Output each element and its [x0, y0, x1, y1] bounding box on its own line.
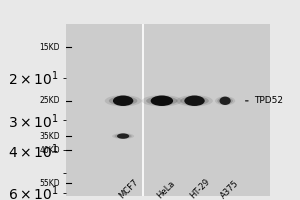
Text: 25KD: 25KD — [39, 96, 60, 105]
Ellipse shape — [176, 95, 213, 106]
Ellipse shape — [115, 134, 132, 138]
Ellipse shape — [184, 96, 205, 106]
Ellipse shape — [109, 96, 137, 105]
Ellipse shape — [220, 97, 231, 105]
Text: 15KD: 15KD — [39, 43, 60, 52]
Ellipse shape — [146, 96, 178, 105]
Ellipse shape — [112, 133, 134, 139]
Ellipse shape — [217, 97, 233, 104]
Ellipse shape — [180, 96, 209, 105]
Ellipse shape — [117, 133, 129, 139]
Ellipse shape — [215, 96, 235, 105]
Text: 35KD: 35KD — [39, 132, 60, 141]
Text: HeLa: HeLa — [155, 179, 177, 200]
Text: A375: A375 — [219, 179, 241, 200]
Ellipse shape — [142, 95, 182, 106]
Ellipse shape — [105, 95, 142, 106]
Text: 40KD: 40KD — [39, 146, 60, 155]
Text: MCF7: MCF7 — [117, 177, 140, 200]
Text: HT-29: HT-29 — [188, 177, 211, 200]
Text: TPD52: TPD52 — [245, 96, 283, 105]
Ellipse shape — [113, 96, 133, 106]
Text: 55KD: 55KD — [39, 179, 60, 188]
Ellipse shape — [151, 96, 173, 106]
